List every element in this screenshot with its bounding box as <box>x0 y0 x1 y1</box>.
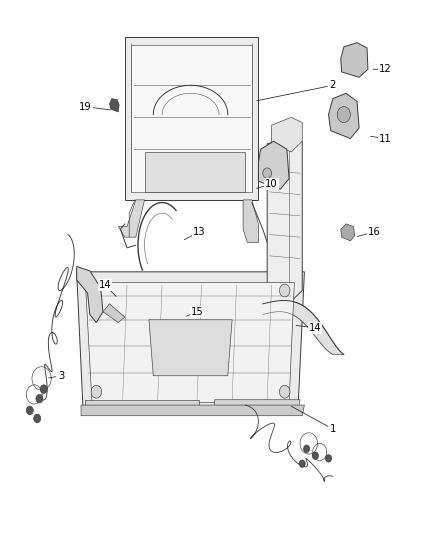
Polygon shape <box>81 405 304 416</box>
Polygon shape <box>258 141 289 189</box>
Circle shape <box>312 452 318 459</box>
Polygon shape <box>272 117 302 152</box>
Polygon shape <box>145 152 245 192</box>
Polygon shape <box>243 200 258 243</box>
Polygon shape <box>341 43 368 77</box>
Circle shape <box>36 394 43 403</box>
Circle shape <box>279 284 290 297</box>
Polygon shape <box>110 99 119 112</box>
Circle shape <box>91 385 102 398</box>
Polygon shape <box>118 200 145 237</box>
Polygon shape <box>341 224 355 241</box>
Polygon shape <box>149 320 232 376</box>
Text: 10: 10 <box>265 179 278 189</box>
Text: 12: 12 <box>379 64 392 74</box>
Text: 1: 1 <box>330 424 336 434</box>
Polygon shape <box>125 37 258 200</box>
Polygon shape <box>103 304 125 322</box>
Text: 2: 2 <box>330 80 336 90</box>
Text: 14: 14 <box>309 323 321 333</box>
Text: 3: 3 <box>58 371 64 381</box>
Circle shape <box>299 460 305 467</box>
Polygon shape <box>131 45 252 192</box>
Text: 14: 14 <box>99 280 111 290</box>
Polygon shape <box>77 266 103 322</box>
Circle shape <box>89 284 99 297</box>
Text: 16: 16 <box>368 227 381 237</box>
Polygon shape <box>267 136 302 301</box>
Circle shape <box>263 168 272 179</box>
Text: 15: 15 <box>191 307 204 317</box>
Polygon shape <box>85 400 199 411</box>
Circle shape <box>26 406 33 415</box>
Text: 11: 11 <box>379 134 392 143</box>
Polygon shape <box>328 93 359 139</box>
Circle shape <box>304 445 310 453</box>
Circle shape <box>337 107 350 123</box>
Text: 13: 13 <box>193 227 205 237</box>
Circle shape <box>325 455 332 462</box>
Text: 19: 19 <box>79 102 92 111</box>
Polygon shape <box>77 272 304 413</box>
Polygon shape <box>215 400 300 411</box>
Circle shape <box>40 385 47 393</box>
Circle shape <box>34 414 41 423</box>
Polygon shape <box>85 282 294 402</box>
Polygon shape <box>263 301 344 354</box>
Circle shape <box>279 385 290 398</box>
